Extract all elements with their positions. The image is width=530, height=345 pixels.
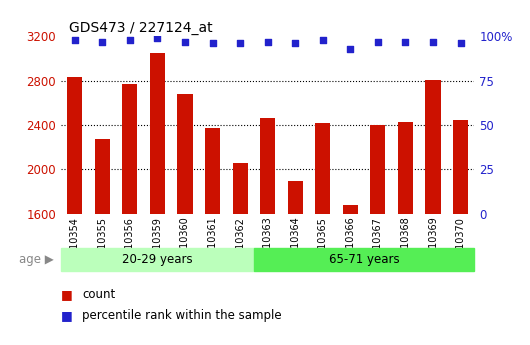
Bar <box>453 119 468 345</box>
Point <box>291 41 299 46</box>
Point <box>401 39 410 44</box>
Text: percentile rank within the sample: percentile rank within the sample <box>82 309 282 322</box>
Point <box>429 39 437 44</box>
Point <box>263 39 272 44</box>
Text: ■: ■ <box>61 288 73 302</box>
Text: age ▶: age ▶ <box>19 253 54 266</box>
Bar <box>150 53 165 345</box>
Point <box>374 39 382 44</box>
Point <box>153 35 162 41</box>
Point <box>126 37 134 42</box>
Bar <box>398 122 413 345</box>
Bar <box>370 125 385 345</box>
Text: count: count <box>82 288 116 302</box>
Bar <box>260 118 275 345</box>
Point <box>236 41 244 46</box>
Point <box>319 37 327 42</box>
Point <box>70 37 79 42</box>
Bar <box>122 84 137 345</box>
Text: ■: ■ <box>61 309 73 322</box>
Text: 65-71 years: 65-71 years <box>329 253 400 266</box>
Text: GDS473 / 227124_at: GDS473 / 227124_at <box>69 21 213 35</box>
Bar <box>288 180 303 345</box>
Point <box>98 39 107 44</box>
Bar <box>67 77 82 345</box>
Bar <box>254 248 474 271</box>
Bar <box>95 139 110 345</box>
Bar <box>343 205 358 345</box>
Point <box>346 46 355 51</box>
Bar <box>61 248 254 271</box>
Text: 20-29 years: 20-29 years <box>122 253 193 266</box>
Bar <box>205 128 220 345</box>
Point <box>208 41 217 46</box>
Point <box>456 41 465 46</box>
Bar <box>233 163 248 345</box>
Bar <box>315 123 330 345</box>
Point <box>181 39 189 44</box>
Bar <box>426 80 440 345</box>
Bar <box>178 94 192 345</box>
